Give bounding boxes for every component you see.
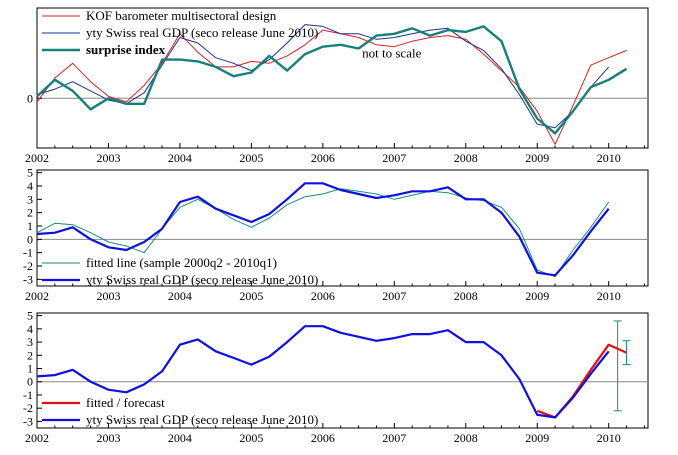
- x-tick-label: 2009: [525, 289, 549, 303]
- x-tick-label: 2008: [454, 431, 478, 445]
- legend-label: yty Swiss real GDP (seco release June 20…: [86, 412, 318, 427]
- annotation-not-to-scale: not to scale: [362, 46, 421, 61]
- y-tick-label: 2: [27, 206, 33, 220]
- x-tick-label: 2010: [597, 151, 621, 165]
- y-tick-label: 5: [27, 166, 33, 180]
- x-tick-label: 2008: [454, 151, 478, 165]
- y-tick-label: 2: [27, 348, 33, 362]
- y-tick-label: 1: [27, 219, 33, 233]
- legend-label: surprise index: [86, 42, 166, 57]
- y-tick-label: -1: [23, 246, 33, 260]
- x-tick-label: 2003: [96, 431, 120, 445]
- x-tick-label: 2009: [525, 431, 549, 445]
- panel-fitted-gdp: 2002 2003 2004 2005 2006 2007 2008 2009 2010 -3-2…: [23, 166, 649, 303]
- x-tick-label: 2010: [597, 431, 621, 445]
- series-line: [36, 182, 610, 277]
- y-tick-label: 3: [27, 335, 33, 349]
- series-line: [536, 343, 628, 419]
- plot-frame: [36, 169, 649, 287]
- legend-label: yty Swiss real GDP (seco release June 20…: [86, 25, 318, 40]
- x-tick-label: 2003: [96, 151, 120, 165]
- x-tick-label: 2010: [597, 289, 621, 303]
- plot-frame: [36, 312, 649, 429]
- x-tick-label: 2002: [25, 289, 49, 303]
- y-tick-label: 5: [27, 309, 33, 323]
- y-tick-label: 4: [27, 322, 33, 336]
- y-tick-label: 0: [27, 375, 33, 389]
- series-line: [36, 25, 628, 135]
- y-tick-label: 0: [27, 232, 33, 246]
- legend-label: yty Swiss real GDP (seco release June 20…: [86, 272, 318, 287]
- x-tick-label: 2002: [25, 431, 49, 445]
- x-tick-label: 2007: [382, 289, 406, 303]
- panel-forecast-gdp: 2002 2003 2004 2005 2006 2007 2008 2009 2010 -3-2…: [23, 309, 649, 445]
- y-tick-label: 3: [27, 192, 33, 206]
- x-tick-label: 2009: [525, 151, 549, 165]
- series-line: [36, 29, 627, 145]
- y-tick-label: -1: [23, 388, 33, 402]
- y-tick-label: -2: [23, 401, 33, 415]
- x-tick-label: 2002: [25, 151, 49, 165]
- x-tick-label: 2008: [454, 289, 478, 303]
- plot-frame: [36, 7, 649, 149]
- y-tick-label: -3: [23, 272, 33, 286]
- x-tick-label: 2007: [382, 151, 406, 165]
- x-tick-label: 2005: [239, 289, 263, 303]
- legend-label: fitted line (sample 2000q2 - 2010q1): [86, 255, 277, 270]
- y-tick-label: 0: [27, 91, 33, 105]
- x-tick-label: 2007: [382, 431, 406, 445]
- x-tick-label: 2004: [168, 289, 192, 303]
- panel-kof-surprise: 2002 2003 2004 2005 2006 2007 2008 2009 2010 0 KOF…: [25, 7, 649, 165]
- x-tick-label: 2005: [239, 431, 263, 445]
- legend-label: KOF barometer multisectoral design: [86, 8, 277, 23]
- y-tick-label: 1: [27, 362, 33, 376]
- x-tick-label: 2006: [311, 289, 335, 303]
- series-line: [36, 325, 610, 419]
- x-tick-label: 2006: [311, 431, 335, 445]
- x-tick-label: 2004: [168, 431, 192, 445]
- x-tick-label: 2005: [239, 151, 263, 165]
- legend-label: fitted / forecast: [86, 395, 165, 410]
- x-tick-label: 2006: [311, 151, 335, 165]
- x-tick-label: 2003: [96, 289, 120, 303]
- y-tick-label: 4: [27, 179, 33, 193]
- x-tick-label: 2004: [168, 151, 192, 165]
- y-tick-label: -2: [23, 259, 33, 273]
- y-tick-label: -3: [23, 414, 33, 428]
- series-line: [36, 24, 610, 129]
